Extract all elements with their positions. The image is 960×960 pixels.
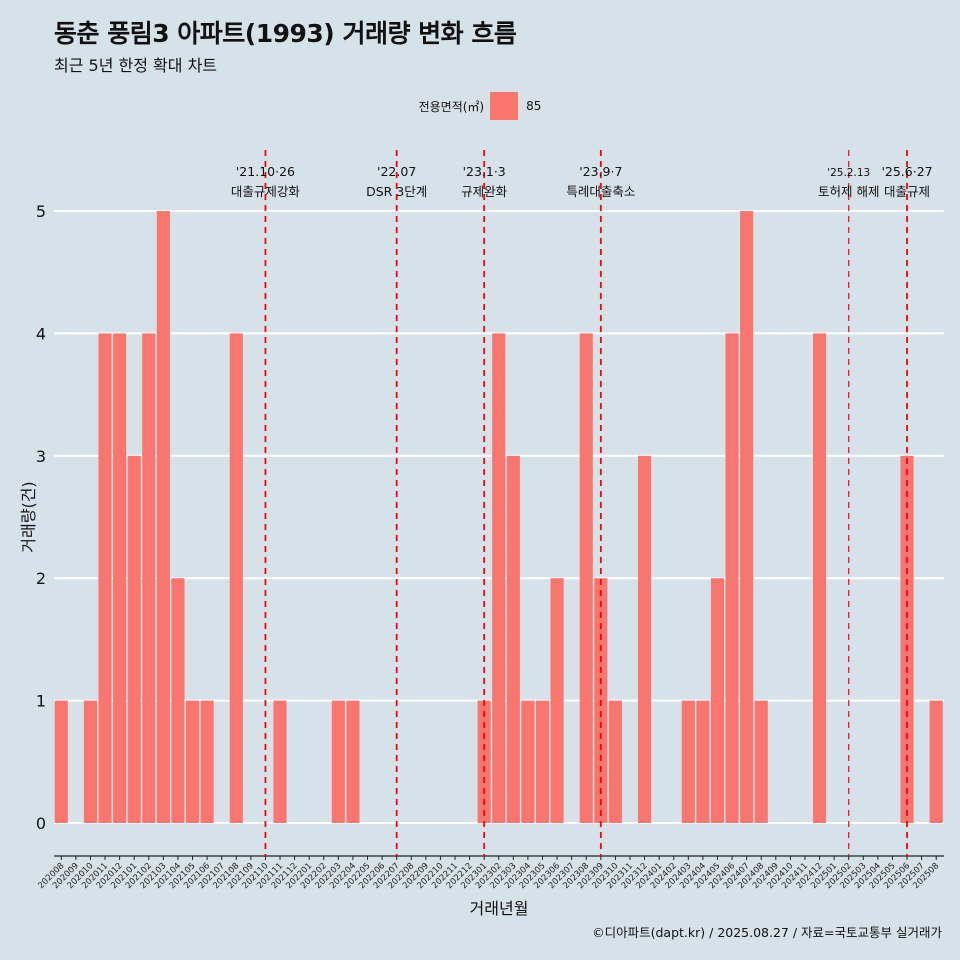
- chart-title: 동춘 풍림3 아파트(1993) 거래량 변화 흐름: [54, 19, 517, 48]
- bar: [740, 211, 754, 823]
- bar: [171, 578, 185, 823]
- bar: [229, 333, 243, 823]
- y-tick-label: 4: [36, 324, 46, 343]
- bar: [200, 700, 214, 823]
- bar: [696, 700, 710, 823]
- event-date-label: '23.1·3: [463, 164, 506, 179]
- bar: [346, 700, 360, 823]
- y-tick-label: 0: [36, 814, 46, 833]
- event-name-label: 규제완화: [461, 184, 508, 199]
- bar: [535, 700, 550, 823]
- bar: [331, 700, 345, 823]
- y-tick-label: 3: [36, 447, 46, 466]
- legend-swatch: [490, 92, 519, 120]
- bar: [638, 455, 652, 823]
- legend-item-label: 85: [526, 99, 542, 113]
- bar: [83, 700, 98, 823]
- bar: [681, 700, 695, 823]
- event-date-label: '21.10·26: [236, 164, 295, 179]
- bar: [521, 700, 535, 823]
- y-axis-title: 거래량(건): [19, 481, 38, 552]
- event-date-label: '23.9·7: [579, 164, 622, 179]
- bar: [812, 333, 827, 823]
- bar: [127, 455, 141, 823]
- bar: [98, 333, 112, 823]
- bar: [550, 578, 564, 823]
- event-date-label: '22.07: [377, 164, 416, 179]
- bar: [185, 700, 200, 823]
- bar: [754, 700, 768, 823]
- bar: [929, 700, 943, 823]
- bar: [492, 333, 506, 823]
- legend-title: 전용면적(㎡): [418, 99, 485, 114]
- bar: [710, 578, 725, 823]
- bar: [579, 333, 593, 823]
- bar: [506, 455, 520, 823]
- bar: [54, 700, 68, 823]
- event-name-label: 대출규제: [884, 184, 930, 199]
- event-date-label: '25.6·27: [881, 164, 932, 179]
- legend: 전용면적(㎡) 85: [0, 92, 960, 120]
- event-date-label: '25.2.13: [827, 167, 870, 179]
- x-axis-title: 거래년월: [470, 899, 529, 918]
- bar: [273, 700, 287, 823]
- bar: [156, 211, 170, 823]
- event-name-label: 특례대출축소: [566, 184, 635, 199]
- bar: [608, 700, 622, 823]
- source-caption: ©디아파트(dapt.kr) / 2025.08.27 / 자료=국토교통부 실…: [592, 925, 942, 940]
- event-name-label: DSR 3단계: [366, 184, 427, 199]
- y-tick-label: 1: [36, 692, 46, 711]
- event-name-label: 대출규제강화: [231, 184, 301, 199]
- bar: [725, 333, 739, 823]
- bar: [113, 333, 127, 823]
- y-tick-label: 5: [36, 202, 46, 221]
- bar: [142, 333, 156, 823]
- y-tick-label: 2: [36, 569, 46, 588]
- event-name-label: 토허제 해제: [818, 184, 879, 199]
- chart-subtitle: 최근 5년 한정 확대 차트: [54, 56, 218, 75]
- bar: [477, 700, 491, 823]
